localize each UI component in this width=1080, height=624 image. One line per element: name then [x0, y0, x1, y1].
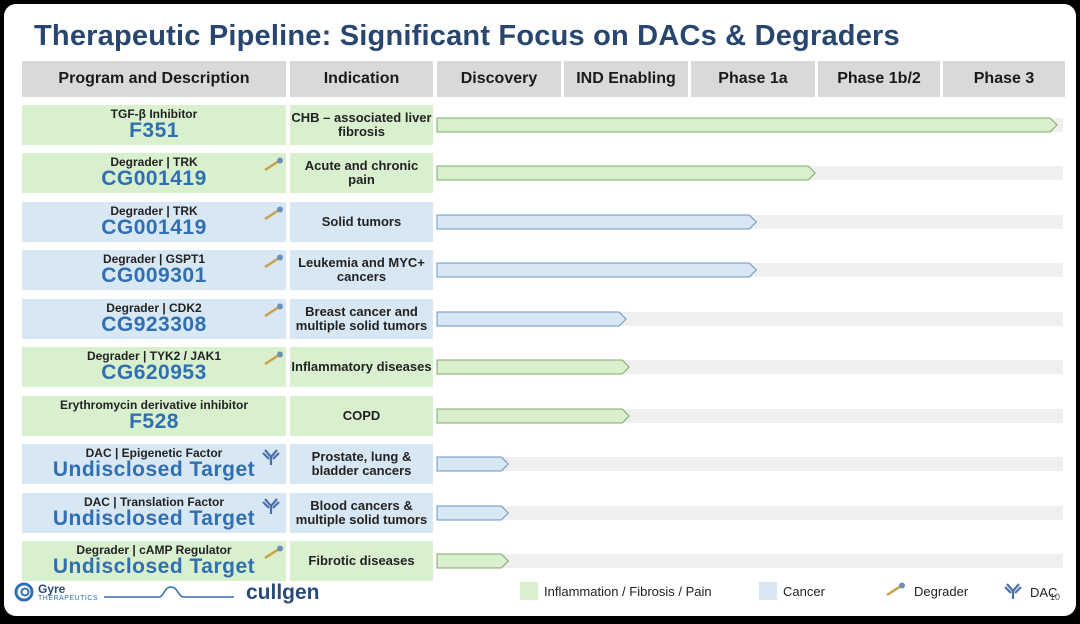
legend-blue-swatch [759, 582, 777, 600]
program-code: Undisclosed Target [52, 555, 256, 579]
header-phase3: Phase 3 [943, 61, 1065, 97]
legend-inflammation: Inflammation / Fibrosis / Pain [520, 582, 712, 600]
legend-cancer: Cancer [759, 582, 825, 600]
header-phase1a: Phase 1a [691, 61, 815, 97]
program-code: CG009301 [101, 264, 207, 288]
legend-dac-label: DAC [1030, 585, 1058, 600]
indication-cell: Acute and chronic pain [290, 153, 433, 193]
header-indication: Indication [290, 61, 433, 97]
progress-track [437, 312, 1063, 326]
program-description: DAC | Epigenetic Factor [85, 445, 223, 460]
program-cell: Degrader | TYK2 / JAK1 CG620953 [22, 347, 286, 387]
program-code: Undisclosed Target [52, 507, 256, 531]
degrader-icon [262, 206, 284, 224]
gyre-swirl-icon [14, 582, 34, 602]
indication-cell: Fibrotic diseases [290, 541, 433, 581]
legend-degrader-label: Degrader [914, 584, 969, 599]
legend-degrader: Degrader [884, 582, 968, 601]
program-code: CG001419 [101, 216, 207, 240]
legend-cancer-label: Cancer [783, 583, 825, 599]
program-code: F351 [129, 119, 179, 143]
progress-track [437, 457, 1063, 471]
degrader-icon [262, 351, 284, 369]
program-code: CG620953 [101, 361, 207, 385]
dac-icon [262, 497, 284, 515]
program-description: DAC | Translation Factor [83, 494, 225, 509]
degrader-icon [262, 254, 284, 272]
indication-cell: Inflammatory diseases [290, 347, 433, 387]
program-cell: DAC | Epigenetic Factor Undisclosed Targe… [22, 444, 286, 484]
program-cell: DAC | Translation Factor Undisclosed Targ… [22, 493, 286, 533]
program-cell: Degrader | cAMP Regulator Undisclosed Tar… [22, 541, 286, 581]
header-discovery: Discovery [437, 61, 561, 97]
dac-icon [1004, 582, 1022, 603]
program-cell: Erythromycin derivative inhibitor F528 [22, 396, 286, 436]
indication-cell: Solid tumors [290, 202, 433, 242]
indication-cell: CHB – associated liver fibrosis [290, 105, 433, 145]
gyre-name: Gyre [38, 581, 66, 596]
indication-cell: COPD [290, 396, 433, 436]
degrader-icon [884, 582, 906, 601]
progress-track [437, 166, 1063, 180]
slide: Therapeutic Pipeline: Significant Focus … [4, 4, 1076, 616]
gyre-logo: Gyre THERAPEUTICS [14, 581, 235, 602]
program-code: Undisclosed Target [52, 458, 256, 482]
degrader-icon [262, 545, 284, 563]
indication-cell: Prostate, lung & bladder cancers [290, 444, 433, 484]
progress-track [437, 360, 1063, 374]
header-program: Program and Description [22, 61, 286, 97]
program-description: Degrader | TYK2 / JAK1 [86, 348, 222, 363]
header-ind-enabling: IND Enabling [564, 61, 688, 97]
header-phase1b2: Phase 1b/2 [818, 61, 940, 97]
degrader-icon [262, 303, 284, 321]
legend-green-swatch [520, 582, 538, 600]
indication-cell: Blood cancers & multiple solid tumors [290, 493, 433, 533]
program-description: Degrader | TRK [110, 154, 198, 169]
program-cell: Degrader | TRK CG001419 [22, 202, 286, 242]
program-description: Erythromycin derivative inhibitor [59, 397, 249, 412]
program-description: Degrader | GSPT1 [102, 251, 206, 266]
indication-cell: Leukemia and MYC+ cancers [290, 250, 433, 290]
program-description: Degrader | TRK [110, 203, 198, 218]
program-cell: Degrader | CDK2 CG923308 [22, 299, 286, 339]
program-description: Degrader | cAMP Regulator [76, 542, 232, 557]
legend-dac: DAC [1004, 582, 1057, 603]
cullgen-logo: cullgen [246, 581, 320, 604]
gyre-sub: THERAPEUTICS [38, 594, 99, 602]
program-description: TGF-β Inhibitor [110, 106, 198, 121]
page-title: Therapeutic Pipeline: Significant Focus … [34, 20, 900, 52]
program-code: CG923308 [101, 313, 207, 337]
logo-swoosh [104, 586, 235, 598]
program-cell: Degrader | GSPT1 CG009301 [22, 250, 286, 290]
dac-icon [262, 448, 284, 466]
progress-track [437, 118, 1063, 132]
program-description: Degrader | CDK2 [106, 300, 202, 315]
degrader-icon [262, 157, 284, 175]
progress-track [437, 263, 1063, 277]
legend-inflammation-label: Inflammation / Fibrosis / Pain [544, 583, 712, 599]
program-cell: TGF-β Inhibitor F351 [22, 105, 286, 145]
program-code: F528 [129, 410, 179, 434]
program-code: CG001419 [101, 167, 207, 191]
progress-track [437, 409, 1063, 423]
program-cell: Degrader | TRK CG001419 [22, 153, 286, 193]
progress-track [437, 506, 1063, 520]
indication-cell: Breast cancer and multiple solid tumors [290, 299, 433, 339]
progress-track [437, 215, 1063, 229]
progress-track [437, 554, 1063, 568]
page-number: 10 [1050, 592, 1061, 602]
